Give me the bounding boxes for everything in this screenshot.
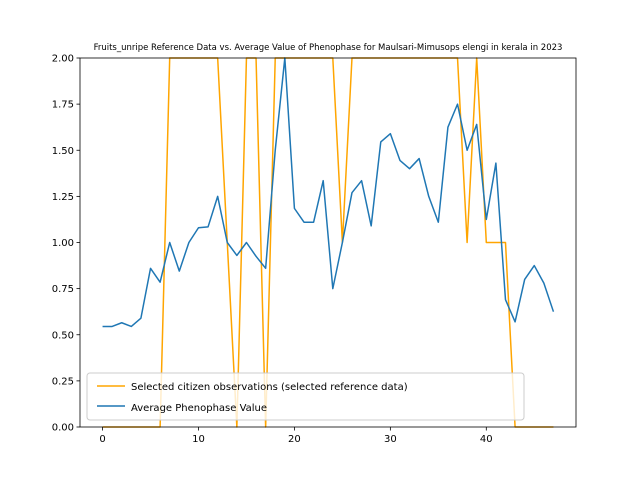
y-tick-label: 1.00 — [52, 238, 74, 249]
y-tick-label: 0.50 — [52, 330, 74, 341]
y-tick-label: 0.00 — [52, 423, 74, 434]
chart-title: Fruits_unripe Reference Data vs. Average… — [94, 43, 563, 53]
y-tick-label: 1.75 — [52, 100, 74, 111]
y-tick-label: 0.25 — [52, 376, 74, 387]
x-tick-label: 30 — [384, 434, 397, 445]
x-tick-label: 20 — [288, 434, 301, 445]
y-tick-label: 0.75 — [52, 284, 74, 295]
y-tick-label: 1.25 — [52, 192, 74, 203]
legend-frame — [86, 372, 525, 421]
y-tick-label: 2.00 — [52, 54, 74, 65]
axes: 0 10 20 30 40 0.00 0.25 0.50 0.75 1.00 1.25 1.50 1.7… — [52, 54, 577, 445]
legend: Selected citizen observations (selected … — [86, 372, 525, 421]
x-tick-label: 0 — [99, 434, 105, 445]
legend-label-reference: Selected citizen observations (selected … — [131, 382, 408, 393]
y-tick-label: 1.50 — [52, 146, 74, 157]
series-line-1 — [102, 57, 555, 328]
legend-label-average: Average Phenophase Value — [131, 403, 267, 414]
x-tick-label: 40 — [480, 434, 493, 445]
x-tick-label: 10 — [192, 434, 205, 445]
